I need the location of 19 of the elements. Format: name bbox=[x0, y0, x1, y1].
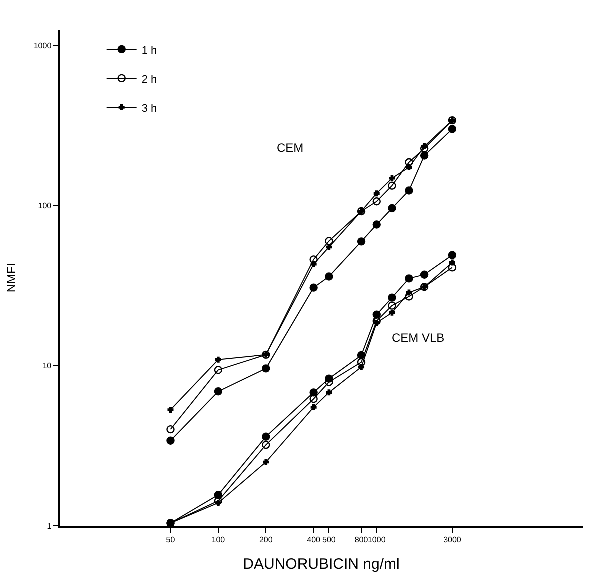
y-tick-label: 10 bbox=[42, 362, 52, 371]
x-tick-label: 1000 bbox=[368, 535, 386, 544]
y-axis-title: NMFI bbox=[4, 263, 19, 293]
legend-label: 2 h bbox=[142, 74, 158, 86]
legend-label: 3 h bbox=[142, 102, 158, 115]
x-axis-title: DAUNORUBICIN ng/ml bbox=[243, 556, 400, 573]
y-tick-label: 1 bbox=[47, 522, 52, 531]
annotation: CEM bbox=[277, 141, 304, 155]
x-tick-label: 100 bbox=[212, 535, 226, 544]
x-tick-label: 3000 bbox=[444, 535, 462, 544]
x-tick-label: 500 bbox=[322, 535, 336, 544]
legend-label: 1 h bbox=[142, 44, 158, 57]
x-tick-label: 200 bbox=[259, 535, 274, 544]
x-tick-label: 50 bbox=[166, 535, 176, 544]
y-tick-label: 1000 bbox=[34, 41, 52, 50]
x-tick-label: 800 bbox=[354, 535, 369, 544]
y-tick-label: 100 bbox=[38, 201, 52, 210]
x-tick-label: 400 bbox=[307, 535, 322, 544]
annotation: CEM VLB bbox=[392, 331, 445, 345]
